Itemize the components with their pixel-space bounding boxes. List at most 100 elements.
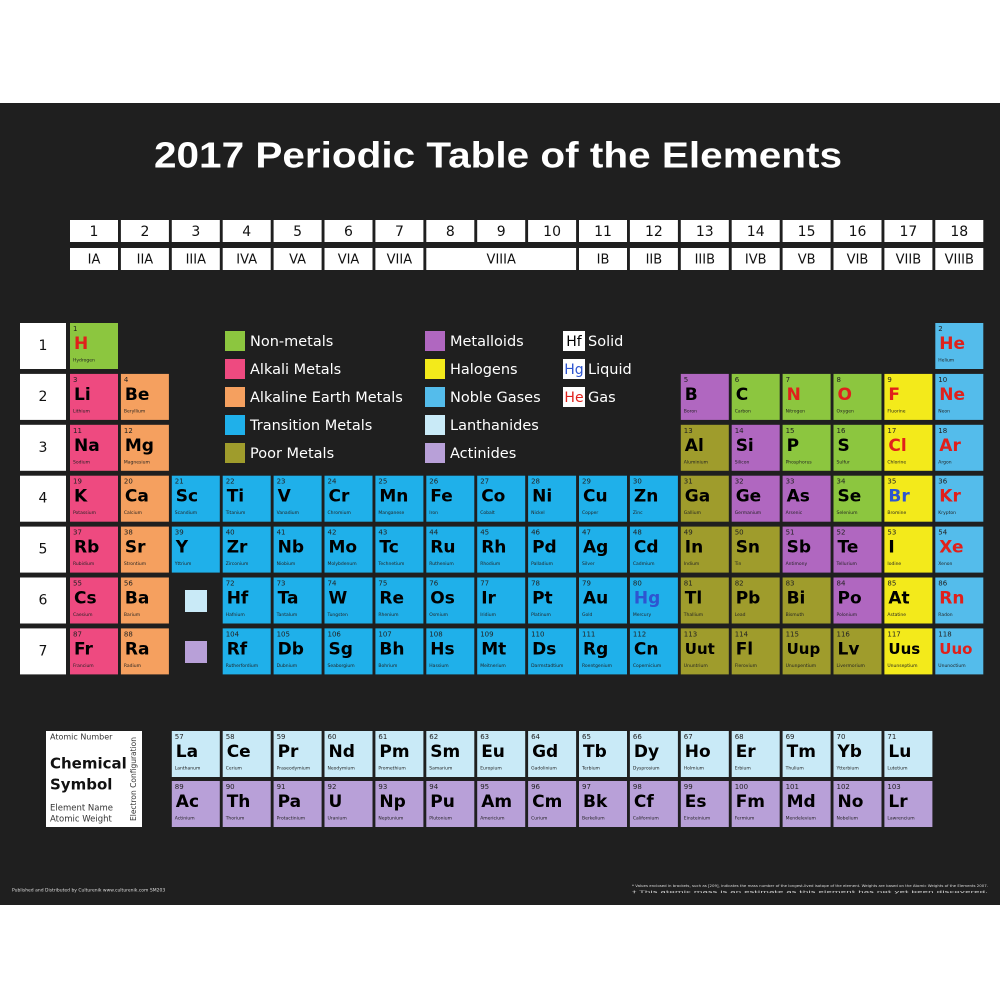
- element-cell: [273, 731, 322, 777]
- atomic-number: 6: [735, 376, 740, 384]
- atomic-number: 12: [124, 427, 133, 435]
- atomic-number: 114: [735, 630, 749, 638]
- element-name: Lawrencium: [887, 816, 914, 822]
- element-name: Krypton: [938, 510, 956, 516]
- atomic-number: 19: [73, 478, 82, 486]
- element-cell: [579, 577, 627, 624]
- element-symbol: Db: [278, 639, 304, 659]
- element-symbol: Er: [736, 742, 757, 762]
- element-cell: [629, 475, 678, 522]
- element-name: Uranium: [328, 816, 347, 822]
- element-cell: [629, 731, 678, 777]
- group-label: VB: [798, 253, 816, 268]
- element-cell: [120, 424, 169, 471]
- element-cell: [171, 781, 220, 827]
- state-swatch: [563, 331, 585, 351]
- atomic-number: 108: [429, 630, 442, 638]
- element-name: Curium: [531, 816, 547, 822]
- element-name: Bohrium: [378, 663, 397, 669]
- element-name: Plutonium: [429, 816, 452, 822]
- key-atomic-weight: Atomic Weight: [50, 815, 112, 825]
- state-symbol: Hg: [564, 362, 583, 378]
- element-name: Mercury: [633, 612, 652, 618]
- element-name: Protactinium: [277, 816, 306, 822]
- element-cell: [935, 424, 984, 471]
- key-box: [46, 731, 142, 827]
- legend-swatch: [225, 415, 245, 435]
- element-name: Lutetium: [887, 766, 907, 772]
- element-cell: [629, 577, 678, 624]
- period-box: [20, 628, 66, 675]
- element-name: Nobelium: [837, 816, 858, 822]
- element-name: Seaborgium: [328, 663, 355, 669]
- element-name: Ytterbium: [836, 766, 859, 772]
- element-cell: [324, 475, 373, 522]
- atomic-number: 15: [786, 427, 795, 435]
- group-box: [782, 220, 831, 242]
- group-label-box: [324, 248, 373, 270]
- element-cell: [731, 424, 780, 471]
- atomic-number: 99: [684, 783, 693, 791]
- group-box: [935, 220, 984, 242]
- atomic-number: 77: [480, 580, 489, 588]
- atomic-number: 71: [887, 733, 896, 741]
- element-name: Yttrium: [174, 561, 192, 567]
- element-symbol: Ce: [227, 742, 251, 762]
- element-cell: [680, 475, 729, 522]
- element-cell: [70, 323, 118, 369]
- group-label-box: [782, 248, 831, 270]
- element-name: Polonium: [837, 612, 858, 618]
- element-symbol: Ho: [685, 742, 711, 762]
- element-name: Ununseptium: [887, 663, 917, 669]
- group-label-box: [222, 248, 271, 270]
- element-cell: [833, 781, 882, 827]
- element-name: Cobalt: [480, 510, 495, 516]
- element-symbol: Po: [838, 589, 862, 609]
- legend-swatch: [425, 443, 445, 463]
- group-label: IA: [88, 253, 101, 268]
- group-label: IIIA: [186, 253, 207, 268]
- atomic-number: 100: [735, 783, 748, 791]
- element-symbol: He: [939, 334, 965, 354]
- atomic-number: 69: [786, 733, 795, 741]
- element-symbol: Cn: [634, 639, 659, 659]
- atomic-number: 10: [938, 376, 947, 384]
- atomic-number: 105: [277, 630, 290, 638]
- element-cell: [935, 373, 984, 420]
- element-cell: [375, 781, 424, 827]
- period-box: [20, 373, 66, 420]
- element-symbol: Y: [175, 538, 189, 558]
- element-cell: [579, 731, 627, 777]
- element-name: Rubidium: [73, 561, 94, 567]
- key-element-name: Element Name: [50, 804, 113, 814]
- element-cell: [833, 424, 882, 471]
- element-cell: [426, 731, 475, 777]
- element-name: Sulfur: [837, 459, 850, 465]
- atomic-number: 118: [938, 630, 951, 638]
- element-cell: [833, 731, 882, 777]
- group-label: VIB: [847, 253, 869, 268]
- element-name: Argon: [938, 459, 951, 465]
- element-name: Boron: [684, 408, 697, 414]
- atomic-number: 50: [735, 529, 744, 537]
- footer-left: Published and Distributed by Culturenik …: [12, 888, 165, 894]
- element-name: Hafnium: [226, 612, 245, 618]
- state-symbol: He: [564, 390, 583, 406]
- period-number: 2: [39, 389, 48, 405]
- atomic-number: 43: [378, 529, 387, 537]
- element-symbol: Ir: [481, 589, 496, 609]
- group-label: IIA: [137, 253, 154, 268]
- legend-swatch: [225, 359, 245, 379]
- state-label: Solid: [588, 334, 623, 350]
- atomic-number: 32: [735, 478, 744, 486]
- element-cell: [782, 526, 831, 573]
- element-symbol: In: [685, 538, 703, 558]
- element-name: Caesium: [73, 612, 93, 618]
- element-symbol: Sr: [125, 538, 146, 558]
- element-symbol: Tb: [583, 742, 607, 762]
- atomic-number: 48: [633, 529, 642, 537]
- group-label-box: [426, 248, 577, 270]
- element-symbol: Rg: [583, 639, 608, 659]
- element-name: Radium: [124, 663, 141, 669]
- element-cell: [70, 628, 118, 675]
